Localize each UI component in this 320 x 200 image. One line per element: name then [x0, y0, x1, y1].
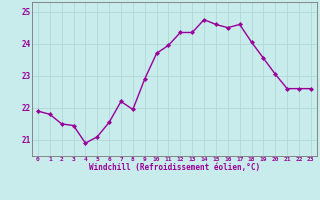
X-axis label: Windchill (Refroidissement éolien,°C): Windchill (Refroidissement éolien,°C)	[89, 163, 260, 172]
